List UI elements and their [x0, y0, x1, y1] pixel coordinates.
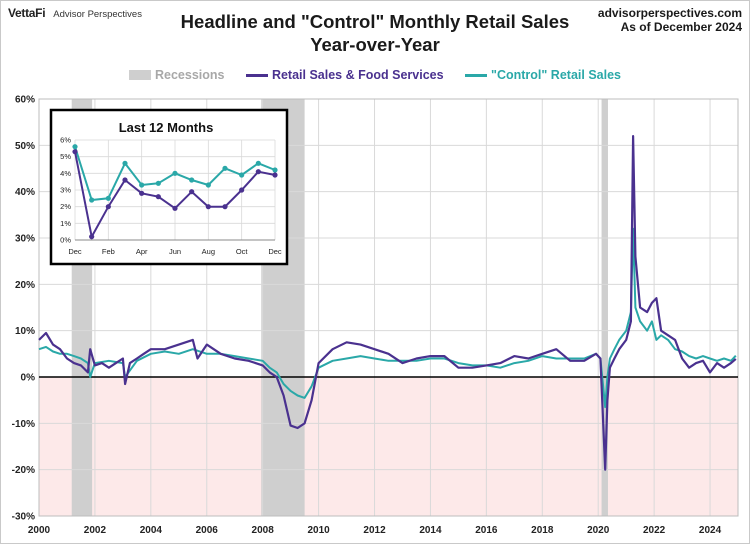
logo-subtitle: Advisor Perspectives — [53, 9, 142, 20]
inset-retail-sales-point — [155, 194, 161, 200]
legend-item-series2: "Control" Retail Sales — [465, 68, 621, 82]
inset-retail-sales-point — [122, 177, 128, 183]
inset-retail-sales-point — [272, 172, 278, 178]
y-tick-label: 50% — [15, 141, 35, 152]
inset-retail-sales-point — [105, 204, 111, 210]
x-tick-label: 2016 — [475, 525, 498, 536]
legend-item-recessions: Recessions — [128, 67, 225, 82]
x-tick-label: 2006 — [196, 525, 219, 536]
inset-control-retail-point — [72, 144, 78, 150]
x-tick-label: 2010 — [307, 525, 330, 536]
inset-x-tick-label: Oct — [236, 247, 249, 256]
negative-region — [39, 377, 738, 516]
inset-control-retail-point — [189, 177, 195, 183]
y-tick-label: 30% — [15, 234, 35, 245]
inset-control-retail-point — [105, 195, 111, 201]
inset-retail-sales-point — [89, 234, 95, 240]
inset-retail-sales-point — [255, 169, 261, 175]
inset-y-tick-label: 4% — [60, 169, 71, 178]
source-block: advisorperspectives.com As of December 2… — [598, 6, 742, 34]
inset-retail-sales-point — [239, 187, 245, 193]
legend: Recessions Retail Sales & Food Services … — [0, 67, 750, 82]
inset-retail-sales-point — [139, 190, 145, 196]
title-line-1: Headline and "Control" Monthly Retail Sa… — [180, 11, 570, 32]
series-control-retail-line — [38, 227, 737, 409]
title-line-2: Year-over-Year — [310, 34, 440, 55]
inset-retail-sales-point — [172, 205, 178, 211]
y-tick-label: 10% — [15, 326, 35, 337]
inset-retail-sales-point — [72, 149, 78, 155]
inset-control-retail-point — [155, 180, 161, 186]
inset-retail-sales-point — [189, 189, 195, 195]
inset-x-tick-label: Dec — [268, 247, 282, 256]
y-tick-label: 60% — [15, 95, 35, 106]
x-tick-label: 2012 — [363, 525, 386, 536]
series1-swatch — [245, 73, 268, 77]
y-tick-label: 0% — [21, 373, 36, 384]
inset-retail-sales-point — [222, 204, 228, 210]
inset-y-tick-label: 2% — [60, 202, 71, 211]
y-tick-label: -30% — [12, 512, 35, 523]
legend-label-recessions: Recessions — [154, 67, 225, 82]
inset-y-tick-label: 3% — [60, 186, 71, 195]
x-tick-label: 2008 — [252, 525, 275, 536]
inset-control-retail-point — [172, 170, 178, 176]
inset-x-tick-label: Aug — [202, 247, 215, 256]
inset-control-retail-point — [205, 182, 211, 188]
recession-band — [601, 99, 608, 516]
inset-y-tick-label: 5% — [60, 152, 71, 161]
vettafi-logo: VettaFi Advisor Perspectives — [8, 6, 142, 20]
recession-swatch — [128, 70, 151, 81]
inset-retail-sales-point — [205, 204, 211, 210]
inset-control-retail-point — [122, 160, 128, 166]
inset-control-retail-point — [255, 160, 261, 166]
y-tick-label: 20% — [15, 280, 35, 291]
plot-border — [38, 98, 739, 517]
inset-control-retail-point — [89, 197, 95, 203]
inset-control-retail-point — [239, 172, 245, 178]
legend-item-series1: Retail Sales & Food Services — [245, 67, 444, 82]
x-tick-label: 2000 — [28, 525, 51, 536]
x-tick-label: 2014 — [419, 525, 442, 536]
inset-control-retail-point — [272, 167, 278, 173]
inset-x-tick-label: Dec — [68, 247, 82, 256]
series2-swatch — [465, 73, 488, 77]
as-of-date: As of December 2024 — [620, 20, 742, 34]
x-tick-label: 2024 — [699, 525, 722, 536]
inset-y-tick-label: 6% — [60, 136, 71, 145]
inset-title: Last 12 Months — [119, 120, 214, 135]
x-tick-label: 2004 — [140, 525, 163, 536]
y-tick-label: 40% — [15, 187, 35, 198]
inset-control-retail-point — [139, 182, 145, 188]
legend-label-series2: "Control" Retail Sales — [491, 67, 621, 82]
x-tick-label: 2002 — [84, 525, 107, 536]
y-tick-label: -20% — [12, 465, 35, 476]
series-retail-sales-line — [38, 135, 737, 471]
x-tick-label: 2018 — [531, 525, 554, 536]
y-tick-label: -10% — [12, 419, 35, 430]
inset-control-retail-point — [222, 165, 228, 171]
chart-title: Headline and "Control" Monthly Retail Sa… — [160, 10, 590, 56]
logo-brand: VettaFi — [8, 6, 46, 20]
inset-y-tick-label: 1% — [60, 219, 71, 228]
inset-x-tick-label: Feb — [102, 247, 115, 256]
x-tick-label: 2020 — [587, 525, 610, 536]
site-url: advisorperspectives.com — [597, 6, 742, 20]
inset-y-tick-label: 0% — [60, 236, 71, 245]
inset-x-tick-label: Apr — [136, 247, 148, 256]
x-tick-label: 2022 — [643, 525, 666, 536]
legend-label-series1: Retail Sales & Food Services — [271, 67, 444, 82]
inset-x-tick-label: Jun — [169, 247, 181, 256]
